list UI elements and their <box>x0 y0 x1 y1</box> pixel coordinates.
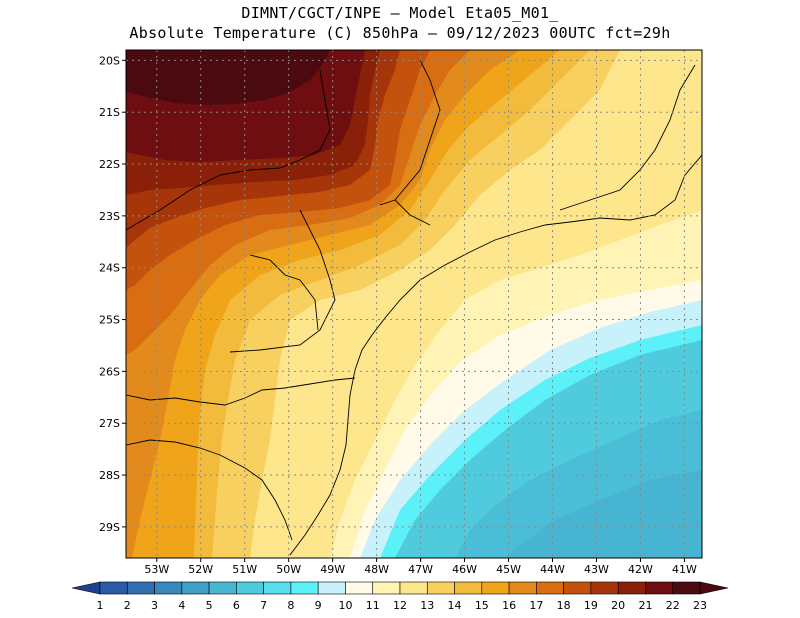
colorbar-swatch <box>645 581 674 595</box>
colorbar-swatch <box>372 581 401 595</box>
lat-label: 25S <box>99 314 120 327</box>
colorbar-arrow-right <box>699 581 729 595</box>
lon-label: 53W <box>144 563 169 576</box>
colorbar-label: 5 <box>206 599 213 612</box>
colorbar-label: 16 <box>502 599 516 612</box>
lat-label: 22S <box>99 158 120 171</box>
colorbar-swatch <box>617 581 646 595</box>
colorbar-label: 13 <box>420 599 434 612</box>
map-frame <box>125 49 703 559</box>
colorbar-swatch <box>508 581 537 595</box>
colorbar-swatch <box>345 581 374 595</box>
lat-label: 28S <box>99 469 120 482</box>
colorbar-label: 12 <box>393 599 407 612</box>
lat-label: 23S <box>99 210 120 223</box>
lon-label: 44W <box>540 563 565 576</box>
colorbar-label: 8 <box>287 599 294 612</box>
lon-label: 43W <box>584 563 609 576</box>
lon-label: 42W <box>628 563 653 576</box>
colorbar-label: 21 <box>638 599 652 612</box>
colorbar-swatch <box>590 581 619 595</box>
lon-label: 49W <box>320 563 345 576</box>
colorbar-label: 7 <box>260 599 267 612</box>
colorbar-swatch <box>672 581 701 595</box>
colorbar-swatch <box>399 581 428 595</box>
colorbar-swatch <box>426 581 455 595</box>
colorbar-label: 18 <box>557 599 571 612</box>
coastline <box>289 154 702 556</box>
colorbar-swatch <box>263 581 292 595</box>
colorbar-swatch <box>154 581 183 595</box>
colorbar-label: 10 <box>338 599 352 612</box>
colorbar-label: 14 <box>448 599 462 612</box>
colorbar-swatch <box>126 581 155 595</box>
colorbar-label: 4 <box>178 599 185 612</box>
colorbar-label: 22 <box>666 599 680 612</box>
colorbar-swatch <box>481 581 510 595</box>
colorbar-label: 1 <box>97 599 104 612</box>
lon-label: 51W <box>232 563 257 576</box>
lat-lon-grid <box>126 50 702 558</box>
lat-label: 26S <box>99 365 120 378</box>
colorbar-label: 2 <box>124 599 131 612</box>
colorbar-label: 20 <box>611 599 625 612</box>
colorbar-swatch <box>181 581 210 595</box>
colorbar-swatch <box>290 581 319 595</box>
lat-label: 20S <box>99 54 120 67</box>
colorbar-label: 6 <box>233 599 240 612</box>
lat-label: 29S <box>99 521 120 534</box>
colorbar-label: 3 <box>151 599 158 612</box>
colorbar-label: 15 <box>475 599 489 612</box>
lon-label: 52W <box>188 563 213 576</box>
colorbar-swatch <box>536 581 564 595</box>
colorbar-arrow-left <box>71 581 101 595</box>
temp-region-23 <box>126 50 330 105</box>
colorbar-label: 11 <box>366 599 380 612</box>
boundaries <box>126 59 702 556</box>
lon-label: 41W <box>672 563 697 576</box>
lat-label: 24S <box>99 262 120 275</box>
colorbar-label: 19 <box>584 599 598 612</box>
colorbar-label: 23 <box>693 599 707 612</box>
colorbar-swatch <box>454 581 483 595</box>
colorbar-label: 9 <box>315 599 322 612</box>
colorbar-swatch <box>236 581 264 595</box>
lon-label: 50W <box>276 563 301 576</box>
lat-label: 21S <box>99 106 120 119</box>
lon-label: 47W <box>408 563 433 576</box>
lat-label: 27S <box>99 417 120 430</box>
colorbar-swatch <box>563 581 592 595</box>
colorbar-swatch <box>208 581 237 595</box>
map-title: DIMNT/CGCT/INPE – Model Eta05_M01_ <box>241 4 559 22</box>
lon-label: 45W <box>496 563 521 576</box>
map-subtitle: Absolute Temperature (C) 850hPa – 09/12/… <box>129 24 671 42</box>
lon-label: 48W <box>364 563 389 576</box>
lon-label: 46W <box>452 563 477 576</box>
colorbar: 1 2 3 4 5 6 7 8 9 10 11 12 13 14 15 16 17 18 19 20 21 22 23 <box>71 581 729 612</box>
colorbar-label: 17 <box>529 599 543 612</box>
colorbar-swatch <box>317 581 346 595</box>
colorbar-swatch <box>99 581 128 595</box>
